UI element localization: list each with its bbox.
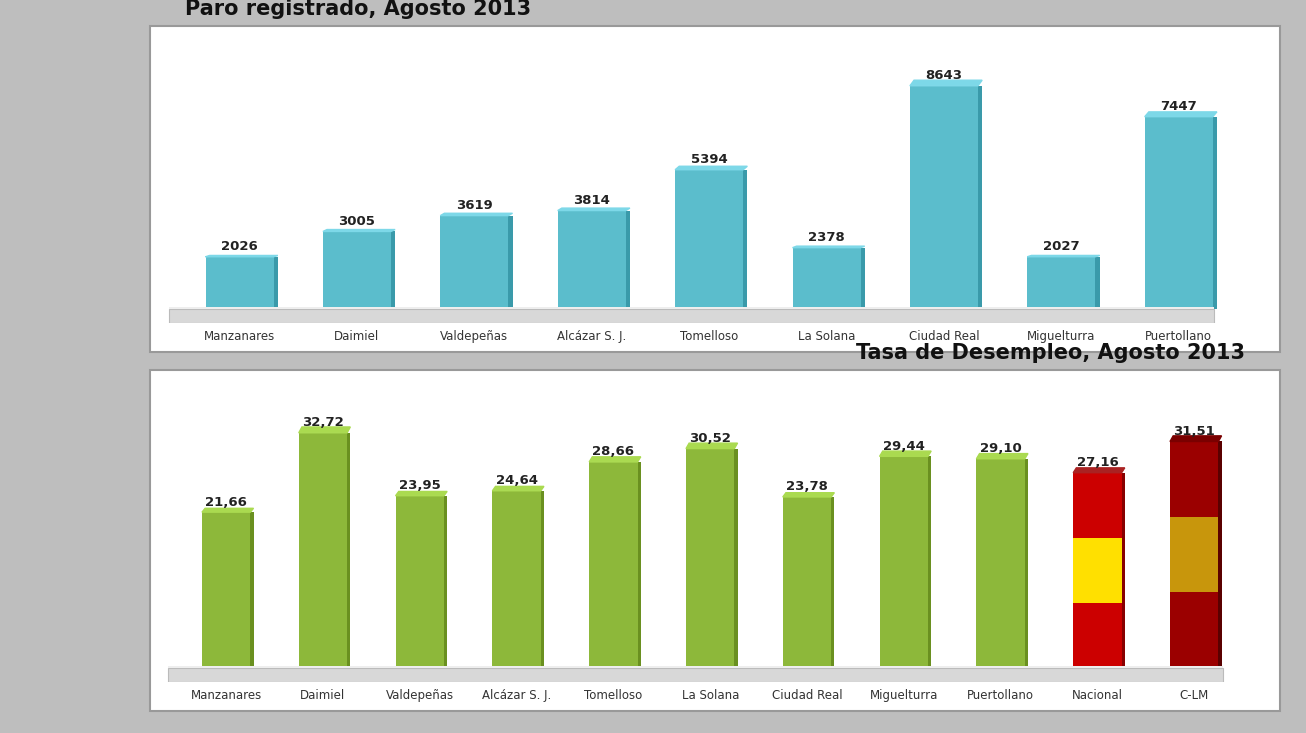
Bar [589, 462, 637, 668]
Polygon shape [793, 246, 865, 248]
Text: 2027: 2027 [1043, 240, 1080, 254]
Text: 31,51: 31,51 [1173, 425, 1215, 438]
Bar [1074, 473, 1122, 538]
Bar [1170, 441, 1218, 517]
Text: 29,10: 29,10 [980, 442, 1021, 455]
Bar [731, 449, 738, 668]
Text: Tasa de Desempleo, Agosto 2013: Tasa de Desempleo, Agosto 2013 [855, 343, 1245, 363]
Bar [635, 462, 641, 668]
Bar [205, 257, 274, 309]
Bar [1216, 441, 1221, 668]
Bar [299, 432, 347, 668]
Text: 23,78: 23,78 [786, 480, 828, 493]
Bar [504, 216, 512, 309]
Bar [168, 666, 1224, 668]
Polygon shape [1028, 255, 1100, 257]
Bar [440, 216, 508, 309]
Bar [387, 232, 396, 309]
Bar [1118, 473, 1124, 668]
Polygon shape [323, 229, 396, 232]
Bar [880, 457, 929, 668]
Polygon shape [686, 443, 738, 449]
Text: 3814: 3814 [573, 194, 610, 207]
Bar [974, 86, 982, 309]
Polygon shape [299, 427, 350, 432]
Text: 27,16: 27,16 [1076, 456, 1118, 469]
Text: 2378: 2378 [808, 232, 845, 244]
Text: 32,72: 32,72 [302, 416, 343, 430]
Polygon shape [1074, 468, 1124, 473]
Polygon shape [880, 451, 931, 457]
Polygon shape [1145, 112, 1217, 117]
Bar [1170, 592, 1218, 668]
Polygon shape [1170, 436, 1221, 441]
Bar [857, 248, 865, 309]
Bar [925, 457, 931, 668]
Text: 3005: 3005 [338, 215, 375, 228]
Text: 5394: 5394 [691, 153, 727, 166]
Polygon shape [910, 80, 982, 86]
Bar [622, 210, 629, 309]
Text: 29,44: 29,44 [883, 440, 925, 453]
Bar [168, 307, 1215, 309]
Bar [441, 496, 447, 668]
Bar [1021, 459, 1028, 668]
Bar [1145, 117, 1213, 309]
Bar [782, 497, 831, 668]
Bar [1170, 517, 1218, 592]
Bar [343, 432, 350, 668]
Bar [538, 491, 543, 668]
Polygon shape [558, 208, 629, 210]
Polygon shape [492, 487, 543, 491]
Text: Paro registrado, Agosto 2013: Paro registrado, Agosto 2013 [185, 0, 532, 20]
Text: 8643: 8643 [926, 70, 963, 82]
Bar [977, 459, 1025, 668]
Bar [558, 210, 626, 309]
Text: 21,66: 21,66 [205, 496, 247, 509]
Text: 3619: 3619 [456, 199, 492, 213]
Text: 28,66: 28,66 [593, 446, 635, 458]
Bar [323, 232, 390, 309]
Polygon shape [589, 457, 641, 462]
Bar [492, 491, 541, 668]
Polygon shape [440, 213, 512, 216]
Text: 30,52: 30,52 [690, 432, 731, 445]
Polygon shape [202, 508, 253, 512]
Text: 2026: 2026 [221, 240, 259, 254]
Polygon shape [782, 493, 835, 497]
Text: 23,95: 23,95 [398, 479, 440, 493]
Bar [1074, 603, 1122, 668]
Polygon shape [205, 256, 278, 257]
Bar [686, 449, 734, 668]
Bar [1092, 257, 1100, 309]
Bar [168, 309, 1215, 323]
Bar [202, 512, 251, 668]
Bar [247, 512, 253, 668]
Polygon shape [977, 454, 1028, 459]
Bar [1074, 538, 1122, 603]
Bar [739, 170, 747, 309]
Bar [675, 170, 743, 309]
Bar [828, 497, 835, 668]
Polygon shape [675, 166, 747, 170]
Text: 7447: 7447 [1161, 100, 1198, 114]
Bar [269, 257, 278, 309]
Polygon shape [396, 491, 447, 496]
Bar [396, 496, 444, 668]
Bar [168, 668, 1224, 682]
Bar [1209, 117, 1217, 309]
Text: 24,64: 24,64 [495, 474, 538, 487]
Bar [793, 248, 861, 309]
Bar [910, 86, 978, 309]
Bar [1028, 257, 1096, 309]
